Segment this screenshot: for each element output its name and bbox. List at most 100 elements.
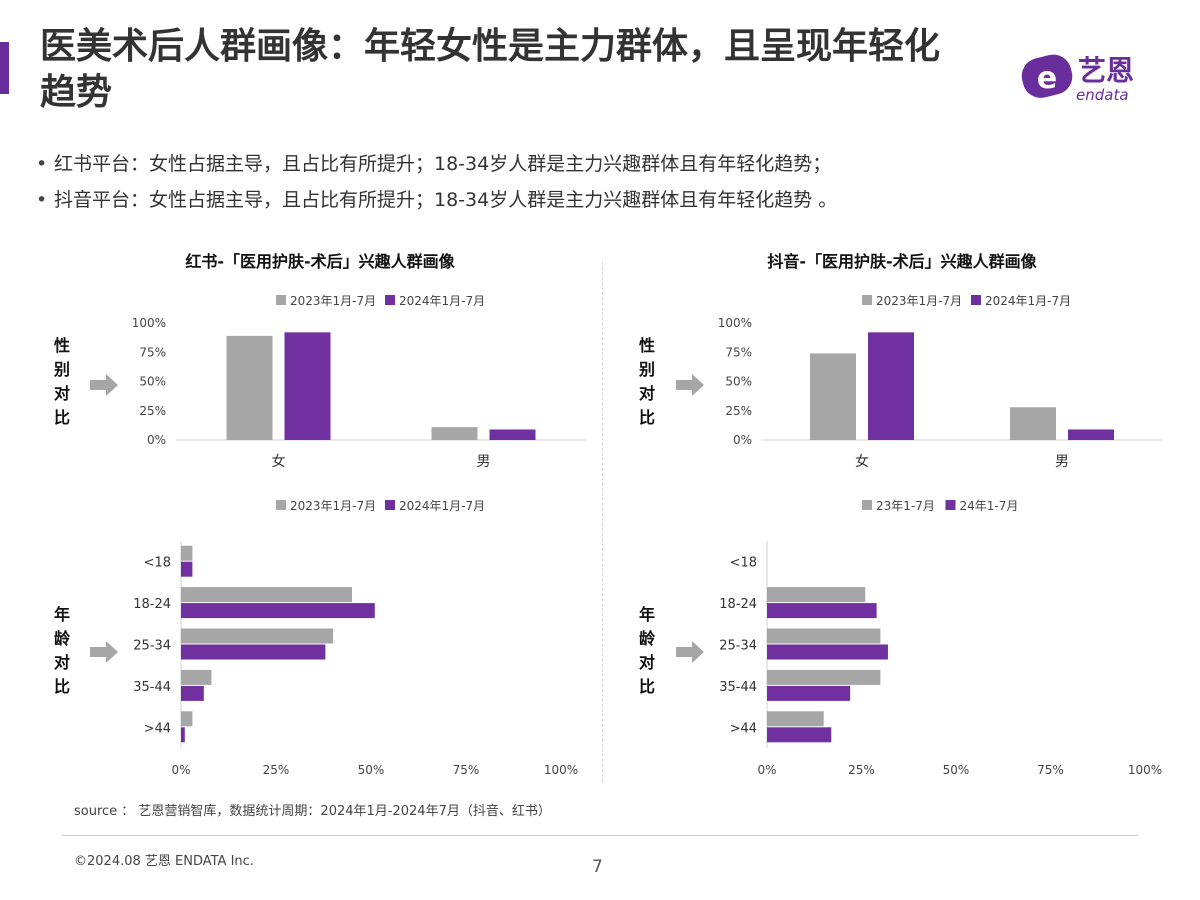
legend-label: 2023年1月-7月 bbox=[290, 499, 376, 513]
bar bbox=[181, 561, 193, 577]
bar bbox=[181, 603, 375, 619]
x-tick-label: 50% bbox=[943, 763, 970, 777]
y-tick-label: 100% bbox=[718, 316, 752, 330]
y-category-label: 35-44 bbox=[133, 680, 171, 695]
bar bbox=[226, 335, 273, 440]
bar bbox=[431, 427, 478, 440]
page-number: 7 bbox=[592, 857, 603, 877]
y-category-label: <18 bbox=[144, 556, 171, 571]
copyright: ©2024.08 艺恩 ENDATA Inc. bbox=[74, 854, 254, 869]
x-tick-label: 25% bbox=[263, 763, 290, 777]
gender-side-label-douyin: 性别对比 bbox=[638, 336, 655, 427]
legend-label: 2024年1月-7月 bbox=[399, 499, 485, 513]
y-tick-label: 0% bbox=[147, 433, 166, 447]
x-tick-label: 50% bbox=[358, 763, 385, 777]
x-tick-label: 75% bbox=[1037, 763, 1064, 777]
source-note: source ： 艺恩营销智库，数据统计周期：2024年1月-2024年7月（抖… bbox=[74, 804, 551, 819]
y-category-label: 35-44 bbox=[719, 680, 757, 695]
age-chart-red: 2023年1月-7月 2024年1月-7月 0% 25% 50% 75% 100% <18 18… bbox=[133, 499, 578, 777]
legend-swatch bbox=[945, 500, 956, 510]
arrow-right-icon bbox=[90, 374, 118, 396]
x-category-label: 女 bbox=[272, 453, 286, 470]
legend-label: 24年1-7月 bbox=[960, 499, 1019, 513]
title-accent-bar bbox=[0, 42, 9, 94]
endata-logo: e 艺恩 endata bbox=[1021, 54, 1134, 104]
bar bbox=[181, 587, 352, 603]
legend-label: 23年1-7月 bbox=[876, 499, 935, 513]
bar bbox=[181, 711, 193, 727]
y-tick-label: 100% bbox=[132, 316, 166, 330]
y-category-label: >44 bbox=[730, 721, 757, 736]
bar bbox=[181, 685, 204, 701]
y-tick-label: 50% bbox=[725, 375, 752, 389]
bullet-text: 抖音平台：女性占据主导，且占比有所提升；18-34岁人群是主力兴趣群体且有年轻化… bbox=[54, 189, 838, 211]
y-tick-label: 75% bbox=[139, 345, 166, 359]
bar bbox=[868, 332, 914, 440]
bar bbox=[181, 628, 333, 644]
footer-divider bbox=[62, 835, 1138, 836]
bar bbox=[767, 711, 824, 727]
bar bbox=[284, 332, 331, 440]
arrow-right-icon bbox=[676, 374, 704, 396]
bar bbox=[181, 669, 212, 685]
y-tick-label: 50% bbox=[139, 375, 166, 389]
legend-swatch bbox=[862, 295, 872, 305]
bar bbox=[1068, 429, 1114, 440]
legend-swatch bbox=[276, 500, 286, 510]
legend-label: 2023年1月-7月 bbox=[876, 294, 962, 308]
bar bbox=[767, 685, 851, 701]
y-category-label: 25-34 bbox=[133, 639, 171, 654]
legend-swatch bbox=[862, 500, 872, 510]
bar bbox=[767, 603, 877, 619]
y-tick-label: 0% bbox=[733, 433, 752, 447]
gender-chart-red: 2023年1月-7月 2024年1月-7月 0% 25% 50% 75% 100% 女 男 bbox=[132, 294, 586, 470]
bullet-dot: • bbox=[36, 153, 48, 175]
logo-en-text: endata bbox=[1076, 86, 1129, 104]
legend-swatch bbox=[971, 295, 981, 305]
y-tick-label: 25% bbox=[139, 404, 166, 418]
x-tick-label: 0% bbox=[757, 763, 776, 777]
bar bbox=[1010, 407, 1056, 440]
bullet-dot: • bbox=[36, 189, 48, 211]
bullet-item: • 红书平台：女性占据主导，且占比有所提升；18-34岁人群是主力兴趣群体且有年轻… bbox=[36, 146, 837, 182]
arrow-right-icon bbox=[90, 641, 118, 663]
y-tick-label: 25% bbox=[725, 404, 752, 418]
logo-cn-text: 艺恩 bbox=[1078, 54, 1134, 87]
y-category-label: <18 bbox=[730, 556, 757, 571]
x-tick-label: 75% bbox=[453, 763, 480, 777]
panel-title-red: 红书-「医用护肤-术后」兴趣人群画像 bbox=[185, 252, 455, 271]
bar bbox=[181, 545, 193, 561]
bar bbox=[181, 644, 326, 660]
age-side-label-douyin: 年龄对比 bbox=[638, 605, 655, 696]
bullet-item: • 抖音平台：女性占据主导，且占比有所提升；18-34岁人群是主力兴趣群体且有年轻… bbox=[36, 182, 837, 218]
x-tick-label: 100% bbox=[1128, 763, 1162, 777]
y-category-label: 25-34 bbox=[719, 639, 757, 654]
bullet-text: 红书平台：女性占据主导，且占比有所提升；18-34岁人群是主力兴趣群体且有年轻化… bbox=[54, 153, 832, 175]
summary-bullets: • 红书平台：女性占据主导，且占比有所提升；18-34岁人群是主力兴趣群体且有年轻… bbox=[36, 146, 837, 218]
bar bbox=[767, 628, 881, 644]
legend-label: 2023年1月-7月 bbox=[290, 294, 376, 308]
legend-label: 2024年1月-7月 bbox=[399, 294, 485, 308]
bar bbox=[767, 587, 866, 603]
gender-side-label-red: 性别对比 bbox=[53, 336, 70, 427]
arrow-right-icon bbox=[676, 641, 704, 663]
age-side-label-red: 年龄对比 bbox=[53, 605, 70, 696]
page-title: 医美术后人群画像：年轻女性是主力群体，且呈现年轻化趋势 bbox=[40, 26, 941, 113]
bar bbox=[810, 353, 856, 440]
x-category-label: 男 bbox=[477, 454, 491, 470]
bar bbox=[181, 727, 185, 743]
bar bbox=[767, 669, 881, 685]
panel-title-douyin: 抖音-「医用护肤-术后」兴趣人群画像 bbox=[767, 252, 1037, 271]
logo-badge bbox=[1021, 54, 1073, 98]
y-category-label: >44 bbox=[144, 721, 171, 736]
bar bbox=[767, 727, 832, 743]
x-tick-label: 25% bbox=[848, 763, 875, 777]
x-category-label: 女 bbox=[855, 453, 869, 470]
panel-divider bbox=[602, 262, 603, 782]
legend-swatch bbox=[385, 295, 395, 305]
y-category-label: 18-24 bbox=[719, 597, 757, 612]
x-tick-label: 0% bbox=[171, 763, 190, 777]
y-category-label: 18-24 bbox=[133, 597, 171, 612]
